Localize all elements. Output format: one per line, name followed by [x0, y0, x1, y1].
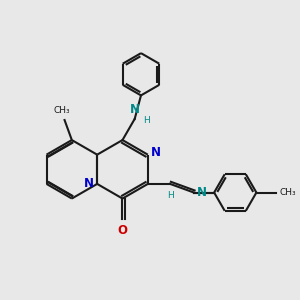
Text: N: N: [130, 103, 140, 116]
Text: CH₃: CH₃: [54, 106, 70, 115]
Text: O: O: [118, 224, 128, 237]
Text: N: N: [197, 186, 207, 199]
Text: CH₃: CH₃: [279, 188, 296, 197]
Text: N: N: [151, 146, 161, 159]
Text: N: N: [84, 177, 94, 190]
Text: H: H: [167, 191, 173, 200]
Text: H: H: [144, 116, 150, 125]
